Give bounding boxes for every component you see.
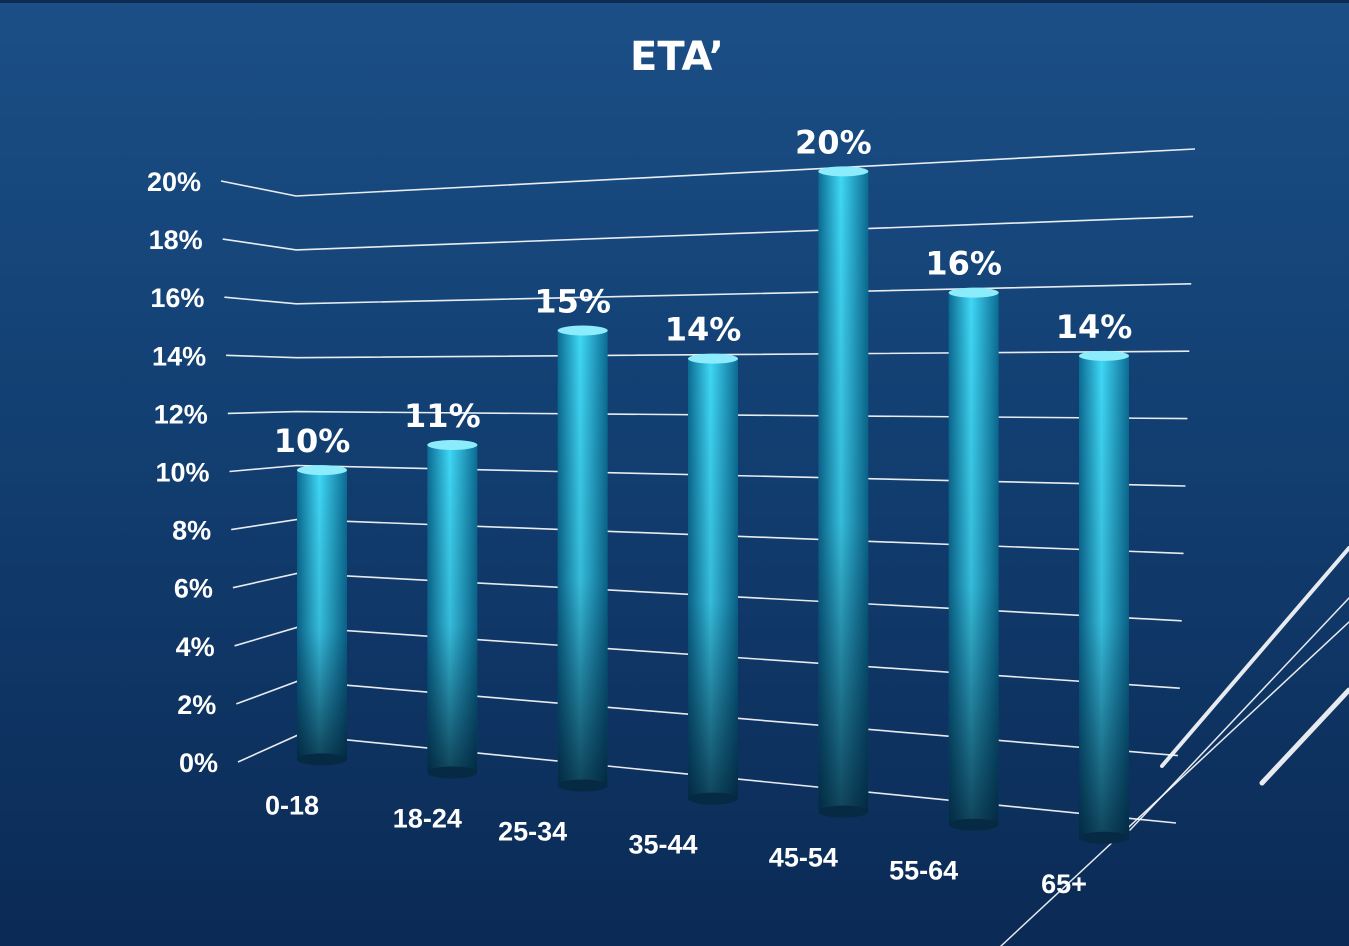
x-tick-label: 25-34: [498, 817, 567, 847]
decorative-lines: [1000, 546, 1349, 946]
y-tick-label: 18%: [149, 225, 203, 255]
bar: [948, 287, 999, 831]
y-axis-ticks: 0% 2% 4% 6% 8% 10% 12% 14% 16% 18% 20%: [147, 167, 218, 778]
x-tick-label: 65+: [1041, 869, 1087, 899]
bar-shade: [427, 444, 478, 773]
bar-base: [818, 805, 869, 818]
bar-base: [688, 792, 738, 805]
y-tick-label: 16%: [150, 283, 204, 313]
data-label: 14%: [1056, 308, 1133, 346]
decor-line: [1160, 546, 1349, 768]
data-label: 10%: [274, 422, 351, 460]
gridline: [222, 215, 1194, 251]
bar: [688, 353, 738, 805]
y-tick-label: 8%: [172, 516, 211, 546]
bar: [297, 465, 347, 766]
bar-shade: [948, 292, 999, 825]
data-label: 11%: [404, 397, 481, 435]
data-label: 20%: [795, 123, 872, 161]
bar-base: [948, 818, 999, 831]
data-labels: 10% 11% 15% 14% 20% 16% 14%: [274, 123, 1133, 460]
bar: [818, 166, 869, 818]
chart-title: ETA’: [630, 34, 724, 80]
bar-cap: [297, 465, 347, 476]
bar-cap: [1079, 350, 1129, 361]
x-tick-label: 0-18: [265, 790, 319, 820]
gridline: [227, 410, 1188, 420]
bar-shade: [1079, 355, 1129, 838]
y-tick-label: 4%: [176, 632, 215, 662]
bar-cap: [427, 439, 478, 450]
bar-base: [557, 779, 608, 792]
y-tick-label: 6%: [174, 574, 213, 604]
y-tick-label: 0%: [179, 748, 218, 778]
y-tick-label: 12%: [154, 399, 208, 429]
gridline: [220, 148, 1196, 197]
bar-shade: [557, 330, 608, 786]
data-label: 15%: [534, 283, 611, 321]
y-tick-label: 20%: [147, 167, 201, 197]
decor-line: [1000, 621, 1349, 946]
bar-cap: [557, 325, 608, 336]
bar-cap: [688, 353, 738, 364]
gridline: [226, 350, 1190, 359]
gridlines: [220, 148, 1196, 824]
x-tick-label: 55-64: [889, 856, 958, 886]
bar-cap: [818, 166, 869, 177]
gridline: [224, 283, 1192, 305]
x-axis-labels: 0-18 18-24 25-34 35-44 45-54 55-64 65+: [265, 790, 1087, 898]
y-tick-label: 14%: [152, 341, 206, 371]
bar-shade: [297, 470, 347, 760]
decor-line: [1259, 687, 1349, 786]
x-tick-label: 18-24: [393, 803, 462, 833]
y-tick-label: 10%: [155, 458, 209, 488]
bar-base: [427, 766, 478, 779]
x-tick-label: 35-44: [628, 830, 697, 860]
bar: [427, 439, 478, 779]
bar: [1079, 350, 1129, 844]
bar-shade: [688, 358, 738, 799]
data-label: 14%: [665, 311, 742, 349]
bars: [297, 166, 1129, 844]
x-tick-label: 45-54: [769, 843, 838, 873]
top-border: [0, 0, 1349, 3]
bar-cap: [948, 287, 999, 298]
bar: [557, 325, 608, 792]
bar-base: [1079, 831, 1129, 844]
y-tick-label: 2%: [177, 690, 216, 720]
bar-shade: [818, 171, 869, 812]
data-label: 16%: [925, 245, 1002, 283]
gridline: [229, 464, 1186, 487]
bar-base: [297, 753, 347, 766]
